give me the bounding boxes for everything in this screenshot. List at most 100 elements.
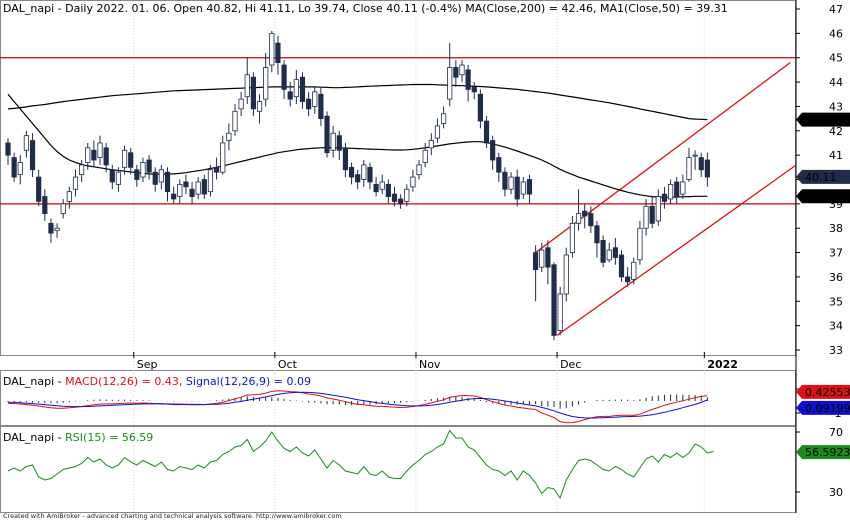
value-tag-text: 0.091998 [805,402,850,415]
candle-body [158,169,164,183]
candle-body [667,183,674,200]
candle-body [422,149,428,163]
candle-body [318,93,324,120]
rsi-y-tick-label: 30 [829,486,843,499]
candle-body [563,254,569,295]
candle-body [692,154,698,157]
candle-body [91,149,97,161]
candle-body [195,181,201,195]
candle-body [152,171,158,185]
candle-body [342,147,349,171]
candle-body [674,181,680,197]
candle-body [97,142,103,158]
value-tag-text: 42.458 [805,114,844,127]
rsi-plot [7,429,714,500]
candle-body [330,132,336,151]
candle-body [238,98,244,110]
y-tick-label: 41 [829,149,843,162]
candle-body [189,188,195,197]
candle-body [269,32,275,66]
candle-body [661,193,668,202]
candle-body [17,162,23,176]
candle-body [502,171,508,190]
candle-body [281,64,287,90]
candle-body [171,193,177,200]
candle-body [649,205,655,224]
value-tags: 42.458 40.11 39.315 0.42553 0.091998 56.5923 [796,112,850,460]
candle-body [612,247,618,258]
candle-body [465,69,471,90]
candle-body [428,140,434,149]
candle-body [306,98,312,110]
signal-line [7,391,708,419]
value-tag-box [796,445,850,460]
price-header: DAL_napi - Daily 2022. 01. 06. Open 40.8… [3,2,728,15]
candle-body [600,239,606,263]
candle-body [477,93,483,122]
candle-body [48,222,54,234]
candle-body [11,157,17,178]
x-tick-label: Oct [278,358,298,371]
candle-body [434,125,441,139]
candle-body [85,147,91,163]
candle-body [631,261,637,280]
candle-body [23,135,30,151]
candle-body [336,135,342,151]
rsi-line [7,429,714,500]
candle-body [29,140,36,171]
candle-body [404,188,410,202]
candle-body [655,196,661,222]
candle-body [514,176,520,200]
price-panel [0,0,796,356]
candle-body [582,210,588,217]
candle-body [115,171,122,185]
candle-body [244,74,250,98]
candle-body [686,157,692,180]
candle-body [680,181,686,195]
candle-body [66,191,72,202]
value-tag-box [796,169,850,184]
candle-body [704,159,710,178]
value-tag-box [796,384,850,399]
candle-body [146,159,152,173]
y-tick-label: 44 [829,76,843,89]
candle-body [121,149,128,168]
grid [133,1,705,512]
candle-body [201,179,207,195]
candle-body [128,152,134,168]
candle-body [471,86,477,93]
value-tag-box [796,400,850,415]
candle-body [275,42,281,63]
x-tick-label: Sep [137,358,158,371]
macd-panel [0,370,796,426]
candle-body [312,91,318,107]
rsi-header: DAL_napi - RSI(15) = 56.59 [3,431,153,444]
y-tick-label: 35 [829,295,843,308]
y-tick-label: 47 [829,3,843,16]
candle-body [606,249,612,261]
candle-body [410,176,416,188]
candle-body [385,183,391,197]
candle-body [440,113,447,124]
candle-body [250,76,256,110]
candle-body [54,227,60,232]
candle-body [373,183,379,193]
candle-body [391,193,398,202]
value-tag-box [796,189,850,204]
y-tick-label: 34 [829,320,843,333]
candle-body [575,213,582,224]
candle-body [551,264,557,336]
candle-body [226,132,232,141]
candle-body [539,249,545,268]
candle-body [42,196,48,215]
candle-body [483,120,490,144]
y-tick-label: 43 [829,100,843,113]
candle-body [379,181,385,190]
candle-body [545,247,551,268]
candle-body [569,222,576,253]
candle-body [618,254,625,278]
value-tag-text: 39.315 [805,190,844,203]
candle-body [594,225,600,244]
y-tick-label: 38 [829,222,843,235]
y-tick-label: 33 [829,344,843,357]
